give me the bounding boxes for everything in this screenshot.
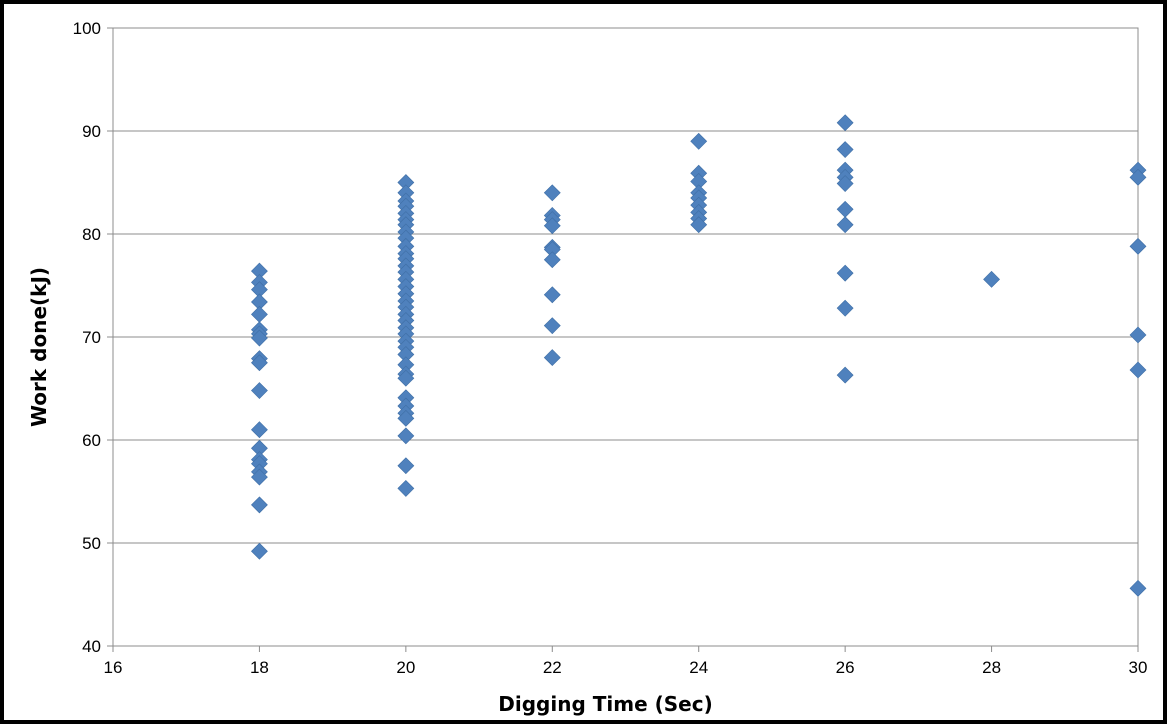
data-point	[690, 216, 708, 234]
data-point	[251, 468, 268, 486]
data-point	[251, 329, 268, 347]
data-points	[251, 114, 1147, 597]
data-point	[251, 382, 268, 399]
data-point	[1129, 326, 1147, 344]
scatter-chart: 40 50 60 70 80 90 100 16 18 20 22 24 26 28 30 Digging …	[27, 19, 1148, 716]
x-tick-label: 18	[250, 658, 269, 677]
axis-ticks: 40 50 60 70 80 90 100 16 18 20 22 24 26 28 30	[73, 19, 1148, 677]
data-point	[983, 270, 1000, 288]
data-point	[1129, 361, 1147, 379]
data-point	[543, 286, 561, 304]
x-tick-label: 24	[689, 658, 708, 677]
y-tick-label: 40	[82, 637, 101, 656]
x-axis-title: Digging Time (Sec)	[498, 692, 712, 716]
data-point	[836, 366, 854, 384]
gridlines	[113, 130, 1138, 544]
data-point	[836, 200, 854, 218]
data-point	[836, 114, 854, 132]
data-point	[543, 251, 561, 269]
x-tick-label: 20	[396, 658, 415, 677]
data-point	[543, 349, 561, 367]
data-point	[836, 175, 854, 192]
data-point	[543, 217, 561, 235]
y-tick-label: 50	[82, 534, 101, 553]
x-tick-label: 22	[543, 658, 562, 677]
y-tick-label: 90	[82, 122, 101, 141]
y-axis-title: Work done(kJ)	[27, 267, 51, 427]
data-point	[836, 141, 854, 158]
data-point	[251, 354, 268, 372]
data-point	[690, 132, 708, 150]
y-tick-label: 100	[73, 19, 101, 38]
data-point	[251, 496, 268, 514]
y-tick-label: 80	[82, 225, 101, 244]
data-point	[397, 479, 415, 497]
data-point	[1129, 168, 1147, 186]
x-tick-label: 26	[836, 658, 855, 677]
data-point	[397, 457, 415, 475]
data-point	[836, 299, 854, 317]
x-tick-label: 30	[1129, 658, 1148, 677]
data-point	[251, 542, 268, 560]
data-point	[836, 216, 854, 234]
y-tick-label: 60	[82, 431, 101, 450]
data-point	[397, 409, 415, 427]
data-point	[543, 317, 561, 335]
data-point	[251, 305, 268, 323]
data-point	[836, 264, 854, 282]
data-point	[397, 427, 415, 445]
data-point	[1129, 237, 1147, 255]
data-point	[1129, 579, 1147, 597]
data-point	[397, 369, 415, 387]
x-tick-label: 28	[982, 658, 1001, 677]
data-point	[543, 184, 561, 202]
data-point	[251, 421, 268, 439]
x-tick-label: 16	[104, 658, 123, 677]
y-tick-label: 70	[82, 328, 101, 347]
